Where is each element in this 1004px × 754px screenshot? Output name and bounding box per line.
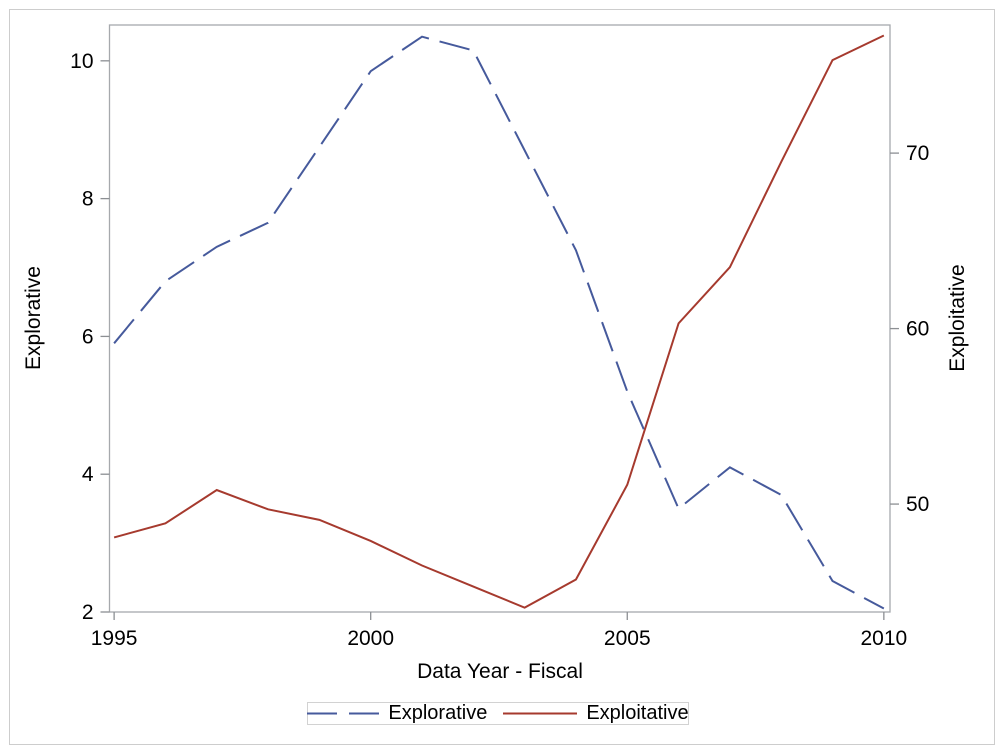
solid-line-sample-icon (503, 712, 578, 715)
legend-item-explorative: Explorative (307, 703, 487, 724)
plot-frame (108, 24, 891, 613)
x-tick-label: 2010 (860, 627, 907, 650)
y-tick-label-left: 8 (82, 188, 94, 211)
legend-label-explorative: Explorative (388, 702, 488, 724)
legend: Explorative Exploitative (307, 702, 689, 725)
y-tick-label-right: 60 (906, 318, 929, 341)
y-tick-label-left: 6 (82, 325, 94, 348)
y-tick-label-left: 2 (82, 601, 94, 624)
y-axis-title-right: Exploitative (946, 264, 969, 372)
dashed-line-sample-icon (307, 712, 380, 715)
y-tick-label-left: 10 (70, 50, 93, 73)
x-axis-title: Data Year - Fiscal (417, 660, 583, 683)
legend-item-exploitative: Exploitative (503, 702, 689, 724)
x-tick-label: 2005 (604, 627, 651, 650)
y-axis-title-left: Explorative (22, 266, 45, 370)
y-tick-label-right: 70 (906, 142, 929, 165)
y-tick-label-right: 50 (906, 493, 929, 516)
legend-label-exploitative: Exploitative (586, 702, 689, 724)
x-tick-label: 2000 (347, 627, 394, 650)
series-line-explorative (113, 35, 885, 610)
y-tick-label-left: 4 (82, 463, 94, 486)
x-tick-label: 1995 (91, 627, 138, 650)
series-line-exploitative (113, 34, 885, 609)
